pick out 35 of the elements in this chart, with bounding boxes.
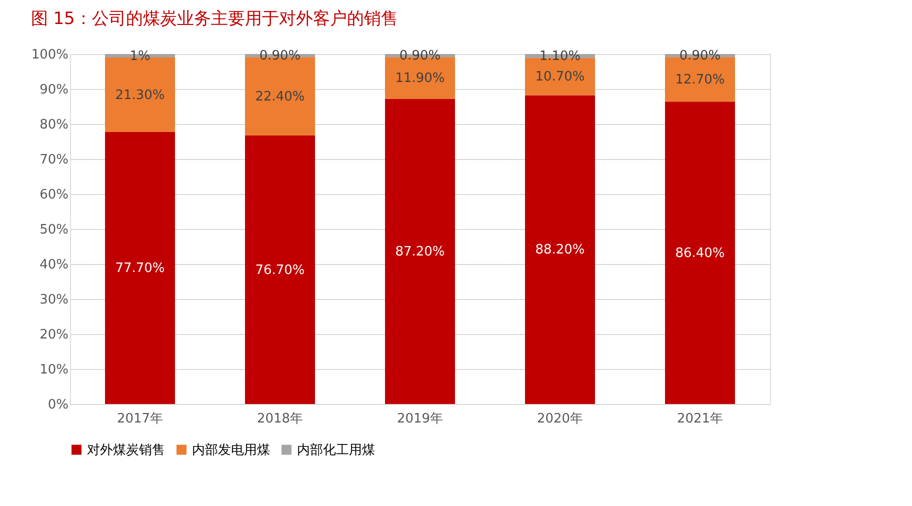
y-tick-label: 90%	[40, 82, 68, 98]
legend-label: 内部发电用煤	[192, 442, 270, 458]
y-tick-label: 10%	[40, 362, 68, 378]
x-tick-label: 2020年	[536, 412, 584, 426]
data-label: 88.20%	[535, 242, 585, 258]
y-tick-label: 60%	[40, 188, 68, 202]
y-tick-label: 100%	[31, 48, 68, 62]
y-tick-label: 70%	[40, 152, 68, 168]
legend-label: 对外煤炭销售	[87, 442, 165, 458]
x-tick-label: 2019年	[396, 412, 444, 426]
data-label: 22.40%	[255, 89, 305, 104]
data-label: 87.20%	[395, 244, 445, 260]
data-label: 12.70%	[675, 72, 725, 88]
chart-title: 图 15：公司的煤炭业务主要用于对外客户的销售	[30, 9, 398, 29]
y-tick-label: 40%	[40, 258, 68, 272]
y-tick-label: 30%	[40, 292, 68, 308]
data-label: 11.90%	[395, 70, 445, 86]
data-label: 77.70%	[115, 261, 165, 276]
bar	[665, 102, 735, 404]
bar	[245, 136, 315, 404]
data-label: 76.70%	[255, 262, 305, 278]
legend-label: 内部化工用煤	[297, 442, 375, 458]
bar	[105, 132, 175, 404]
data-label: 86.40%	[675, 246, 725, 261]
y-tick-label: 80%	[40, 118, 68, 132]
data-label: 10.70%	[535, 70, 585, 85]
x-tick-label: 2018年	[256, 412, 304, 426]
bar	[385, 98, 455, 404]
x-tick-label: 2021年	[676, 412, 724, 426]
y-tick-label: 0%	[48, 398, 68, 412]
bar	[525, 95, 595, 404]
x-tick-label: 2017年	[116, 412, 164, 426]
y-tick-label: 50%	[40, 222, 68, 238]
data-label: 21.30%	[115, 88, 165, 103]
y-tick-label: 20%	[40, 328, 68, 342]
